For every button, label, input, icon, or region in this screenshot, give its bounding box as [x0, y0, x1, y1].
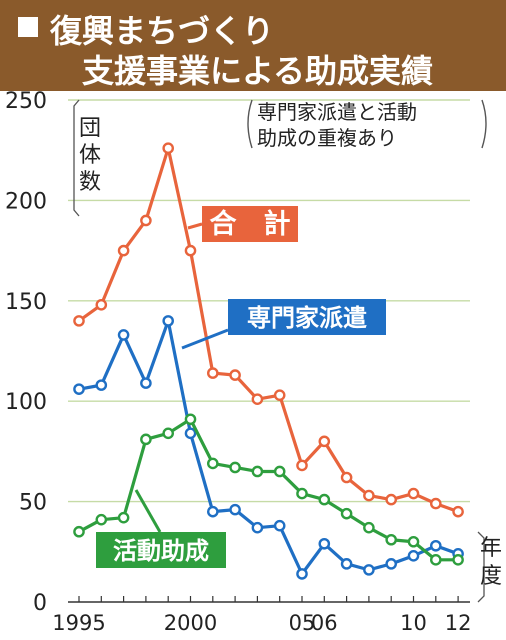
data-point	[452, 505, 464, 518]
data-point	[117, 244, 130, 257]
data-point	[140, 214, 152, 227]
data-point	[273, 465, 286, 478]
square-bullet-icon	[18, 17, 38, 37]
legend-leader-line	[187, 222, 203, 230]
data-point	[340, 507, 353, 520]
data-point	[73, 315, 85, 327]
legend-leader-line	[134, 489, 162, 533]
y-tick-label: 150	[5, 290, 47, 315]
data-point	[140, 377, 152, 389]
x-axis-label-char: 年	[480, 536, 502, 561]
title-bar: 復興まちづくり 支援事業による助成実績	[0, 0, 506, 91]
data-point	[452, 554, 464, 566]
data-point	[296, 487, 308, 500]
data-point	[140, 433, 152, 446]
data-point	[162, 315, 174, 327]
note-bracket-left	[247, 99, 253, 149]
legend-leader-line	[181, 328, 229, 350]
data-point	[95, 379, 108, 391]
data-point	[251, 393, 264, 405]
data-point	[273, 389, 286, 401]
data-point	[318, 493, 331, 506]
data-point	[385, 493, 398, 506]
data-point	[206, 457, 219, 470]
data-point	[73, 383, 85, 395]
data-point	[273, 519, 286, 532]
chart-note-line1: 専門家派遣と活動	[257, 100, 417, 124]
data-point	[429, 554, 442, 566]
data-point	[206, 367, 219, 379]
y-axis-label-char: 体	[79, 143, 101, 168]
legend-label-box	[96, 532, 226, 568]
data-point	[318, 537, 331, 550]
ylabel-bracket	[73, 99, 80, 217]
x-axis-label-char: 度	[480, 564, 502, 589]
data-point	[363, 521, 375, 534]
x-tick-label: 05	[289, 611, 316, 635]
data-point	[184, 427, 197, 440]
data-point	[340, 471, 353, 484]
data-point	[162, 142, 174, 154]
chart-note-line2: 助成の重複あり	[257, 126, 397, 150]
data-point	[407, 535, 420, 548]
data-point	[184, 244, 197, 257]
data-point	[407, 487, 420, 500]
data-point	[229, 369, 241, 381]
note-bracket-right	[481, 99, 487, 149]
data-point	[363, 489, 375, 502]
page-title-line2: 支援事業による助成実績	[82, 52, 434, 90]
data-point	[117, 511, 130, 524]
xlabel-bracket	[477, 531, 485, 603]
data-point	[229, 461, 241, 474]
x-tick-label: 1995	[52, 611, 105, 635]
data-point	[117, 329, 130, 341]
data-point	[184, 413, 197, 426]
page-title-line1: 復興まちづくり	[50, 12, 275, 50]
data-point	[363, 564, 375, 576]
data-point	[296, 459, 308, 472]
y-axis-label-char: 団	[79, 116, 101, 141]
legend-label: 合 計	[210, 208, 291, 240]
data-point	[429, 539, 442, 552]
y-tick-label: 250	[5, 89, 47, 114]
data-point	[251, 465, 264, 478]
y-tick-label: 100	[5, 390, 47, 415]
data-point	[162, 427, 174, 440]
x-tick-label: 10	[400, 611, 427, 635]
legend-label: 専門家派遣	[247, 304, 367, 332]
y-tick-label: 50	[19, 491, 47, 516]
data-point	[429, 497, 442, 510]
data-point	[407, 550, 420, 562]
data-point	[73, 525, 85, 538]
legend-label-box	[202, 206, 298, 242]
data-point	[340, 558, 353, 570]
x-tick-label: 12	[445, 611, 472, 635]
data-point	[95, 299, 108, 311]
x-tick-label: 06	[311, 611, 338, 635]
data-point	[229, 503, 241, 516]
data-point	[296, 568, 308, 580]
y-tick-label: 0	[33, 591, 47, 616]
legend-label: 活動助成	[113, 537, 209, 565]
data-point	[95, 513, 108, 526]
data-point	[385, 533, 398, 546]
y-tick-label: 200	[5, 189, 47, 214]
y-axis-label-char: 数	[79, 170, 101, 195]
data-point	[206, 505, 219, 518]
data-point	[385, 558, 398, 570]
data-point	[251, 521, 264, 534]
x-tick-label: 2000	[164, 611, 217, 635]
data-point	[318, 435, 331, 448]
legend-label-box	[228, 299, 386, 335]
